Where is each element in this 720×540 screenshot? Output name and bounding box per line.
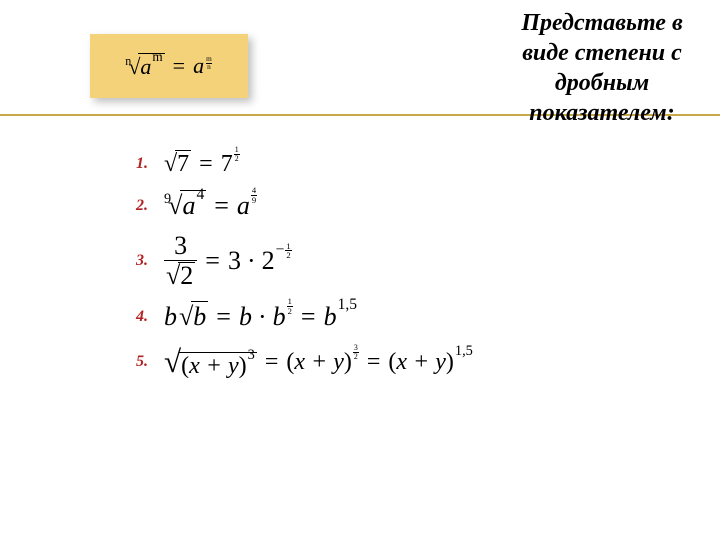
list-item: 2. 9√a4=a49 (120, 190, 480, 221)
list-item: 3. 3√2=3·2−12 (120, 233, 480, 289)
list-item-expression: 9√a4=a49 (164, 190, 257, 221)
formula-box: n √ a m = a m n (90, 34, 248, 98)
list-item-number: 1. (120, 155, 148, 173)
formula-radicand-base: a (140, 56, 151, 78)
formula-exp-den: n (206, 63, 212, 71)
list-item-expression: b√b=b·b12=b1,5 (164, 301, 357, 332)
list-item-number: 3. (120, 252, 148, 270)
page-title: Представьте в виде степени с дробным пок… (498, 8, 706, 128)
formula-radicand-exp: m (152, 50, 162, 63)
list-item-expression: 3√2=3·2−12 (164, 233, 292, 289)
list-item-expression: √7=712 (164, 150, 240, 178)
list-item: 4. b√b=b·b12=b1,5 (120, 301, 480, 332)
list-item-expression: √(x + y)3=(x + y)32=(x + y)1,5 (164, 344, 473, 380)
formula-root-index: n (125, 54, 131, 69)
list-item-number: 5. (120, 353, 148, 371)
formula-box-expr: n √ a m = a m n (125, 53, 212, 80)
list-item-number: 4. (120, 308, 148, 326)
list-item-number: 2. (120, 197, 148, 215)
formula-exp-num: m (205, 56, 213, 63)
list-item: 5. √(x + y)3=(x + y)32=(x + y)1,5 (120, 344, 480, 380)
exercise-list: 1. √7=712 2. 9√a4=a49 3. 3√2=3·2−12 4. b√b=b·b1… (120, 150, 480, 392)
formula-result-base: a (193, 55, 204, 77)
list-item: 1. √7=712 (120, 150, 480, 178)
